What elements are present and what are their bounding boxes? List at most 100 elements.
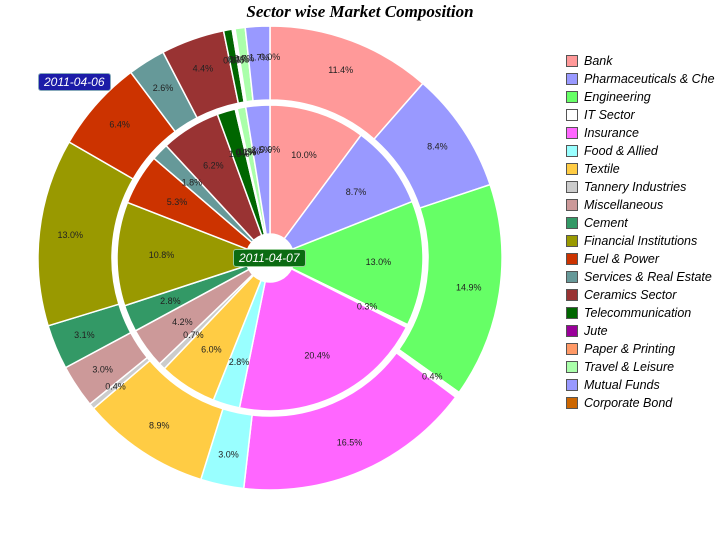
slice-labels: 11.4% 8.4% 14.9% 0.4% 16.5% 3.0% 8.9% 0.4% 3.0% 3… <box>58 52 482 460</box>
legend-swatch <box>566 181 578 193</box>
inner-label-fuel-power: 5.3% <box>167 197 188 207</box>
legend-item-engineering[interactable]: Engineering <box>566 88 720 106</box>
legend-item-textile[interactable]: Textile <box>566 160 720 178</box>
legend-label: Ceramics Sector <box>584 288 677 302</box>
legend-label: Miscellaneous <box>584 198 664 212</box>
legend-item-food-allied[interactable]: Food & Allied <box>566 142 720 160</box>
outer-label-corporate-bond: 0.0% <box>260 52 281 62</box>
inner-label-textile: 6.0% <box>201 344 222 354</box>
outer-label-financial-institutions: 13.0% <box>58 230 84 240</box>
ring-separator <box>113 101 427 415</box>
outer-label-telecommunication: 0.6% <box>223 55 244 65</box>
legend-label: IT Sector <box>584 108 635 122</box>
outer-label-insurance: 16.5% <box>337 438 363 448</box>
outer-label-it-sector: 0.4% <box>422 372 443 382</box>
legend-label: Travel & Leisure <box>584 360 675 374</box>
legend-label: Fuel & Power <box>584 252 660 266</box>
legend-item-services-real-estate[interactable]: Services & Real Estate <box>566 268 720 286</box>
outer-label-pharmaceuticals-che: 8.4% <box>427 142 448 152</box>
legend: Bank Pharmaceuticals & Che Engineering IT S… <box>566 52 720 412</box>
outer-slice-mutual-funds <box>244 25 271 102</box>
legend-item-fuel-power[interactable]: Fuel & Power <box>566 250 720 268</box>
legend-item-financial-institutions[interactable]: Financial Institutions <box>566 232 720 250</box>
chart-title: Sector wise Market Composition <box>246 2 474 21</box>
legend-label: Financial Institutions <box>584 234 698 248</box>
outer-label-services-real-estate: 2.6% <box>153 83 174 93</box>
legend-item-tannery-industries[interactable]: Tannery Industries <box>566 178 720 196</box>
legend-label: Jute <box>584 324 608 338</box>
outer-ring-2011-04-06 <box>37 25 503 491</box>
legend-swatch <box>566 289 578 301</box>
legend-item-miscellaneous[interactable]: Miscellaneous <box>566 196 720 214</box>
legend-swatch <box>566 361 578 373</box>
legend-label: Telecommunication <box>584 306 692 320</box>
legend-item-insurance[interactable]: Insurance <box>566 124 720 142</box>
legend-item-corporate-bond[interactable]: Corporate Bond <box>566 394 720 412</box>
outer-label-mutual-funds: 1.7% <box>249 52 270 62</box>
legend-item-pharmaceuticals-che[interactable]: Pharmaceuticals & Che <box>566 70 720 88</box>
legend-item-paper-printing[interactable]: Paper & Printing <box>566 340 720 358</box>
legend-item-it-sector[interactable]: IT Sector <box>566 106 720 124</box>
inner-label-pharmaceuticals-che: 8.7% <box>346 187 367 197</box>
outer-label-cement: 3.1% <box>74 330 95 340</box>
legend-swatch <box>566 271 578 283</box>
legend-item-travel-leisure[interactable]: Travel & Leisure <box>566 358 720 376</box>
inner-label-jute: 0.1% <box>235 147 256 157</box>
legend-item-bank[interactable]: Bank <box>566 52 720 70</box>
legend-label: Engineering <box>584 90 651 104</box>
inner-label-ceramics-sector: 6.2% <box>203 160 224 170</box>
legend-label: Pharmaceuticals & Che <box>584 72 715 86</box>
inner-label-services-real-estate: 1.8% <box>182 178 203 188</box>
inner-slice-pharmaceuticals-che <box>283 134 414 251</box>
legend-label: Corporate Bond <box>584 396 673 410</box>
legend-label: Tannery Industries <box>584 180 687 194</box>
legend-label: Paper & Printing <box>584 342 676 356</box>
legend-label: Cement <box>584 216 628 230</box>
inner-label-paper-printing: 0.1% <box>236 147 257 157</box>
legend-swatch <box>566 217 578 229</box>
legend-label: Textile <box>584 162 620 176</box>
inner-label-tannery-industries: 0.7% <box>183 330 204 340</box>
inner-label-insurance: 20.4% <box>304 351 330 361</box>
inner-ring-2011-04-07 <box>116 104 424 412</box>
legend-swatch <box>566 91 578 103</box>
legend-item-cement[interactable]: Cement <box>566 214 720 232</box>
legend-swatch <box>566 109 578 121</box>
legend-label: Services & Real Estate <box>584 270 712 284</box>
inner-slice-mutual-funds <box>244 104 271 236</box>
outer-label-jute: 0.1% <box>228 55 249 65</box>
inner-label-bank: 10.0% <box>291 150 317 160</box>
inner-label-engineering: 13.0% <box>366 257 392 267</box>
legend-item-jute[interactable]: Jute <box>566 322 720 340</box>
legend-swatch <box>566 127 578 139</box>
legend-swatch <box>566 199 578 211</box>
legend-swatch <box>566 163 578 175</box>
inner-label-it-sector: 0.3% <box>357 301 378 311</box>
outer-label-miscellaneous: 3.0% <box>92 364 113 374</box>
inner-label-cement: 2.8% <box>160 296 181 306</box>
legend-label: Mutual Funds <box>584 378 660 392</box>
outer-label-paper-printing: 0.1% <box>229 54 250 64</box>
legend-item-ceramics-sector[interactable]: Ceramics Sector <box>566 286 720 304</box>
inner-label-financial-institutions: 10.8% <box>149 250 175 260</box>
legend-label: Insurance <box>584 126 639 140</box>
legend-swatch <box>566 253 578 265</box>
inner-ring-badge: 2011-04-07 <box>233 249 306 267</box>
legend-swatch <box>566 379 578 391</box>
legend-item-mutual-funds[interactable]: Mutual Funds <box>566 376 720 394</box>
inner-slice-bank <box>269 104 363 240</box>
outer-label-engineering: 14.9% <box>456 283 482 293</box>
inner-label-travel-leisure: 0.9% <box>239 146 260 156</box>
legend-item-telecommunication[interactable]: Telecommunication <box>566 304 720 322</box>
outer-label-tannery-industries: 0.4% <box>105 382 126 392</box>
legend-swatch <box>566 73 578 85</box>
inner-label-miscellaneous: 4.2% <box>172 317 193 327</box>
outer-label-bank: 11.4% <box>328 65 353 75</box>
inner-label-corporate-bond: 0.0% <box>260 145 281 155</box>
outer-label-textile: 8.9% <box>149 421 170 431</box>
outer-label-ceramics-sector: 4.4% <box>193 64 214 74</box>
legend-swatch <box>566 397 578 409</box>
legend-swatch <box>566 55 578 67</box>
outer-ring-badge: 2011-04-06 <box>38 73 111 91</box>
